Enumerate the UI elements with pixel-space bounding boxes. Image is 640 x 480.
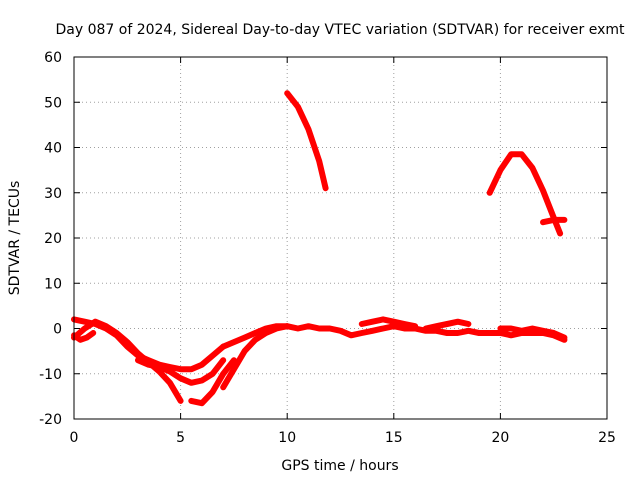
x-tick-label: 0 [70,430,79,446]
series-track-c [71,330,97,343]
y-tick-label: 60 [44,50,62,66]
y-axis-title: SDTVAR / TECUs [7,181,23,296]
y-tick-label: 50 [44,95,62,111]
x-axis-title: GPS time / hours [281,458,398,474]
y-tick-label: 0 [53,322,62,338]
plot-frame [73,56,608,420]
series-track-j [422,318,472,332]
series-track-m [486,151,564,237]
series-track-i [358,316,419,330]
x-tick-label: 15 [385,430,403,446]
y-tick-label: -20 [39,412,62,428]
series-track-g [220,323,291,350]
y-tick-label: 30 [44,186,62,202]
x-tick-label: 20 [491,430,509,446]
series-track-l [284,90,329,192]
series-track-k [497,325,568,341]
y-tick-label: 10 [44,276,62,292]
chart-title: Day 087 of 2024, Sidereal Day-to-day VTE… [56,22,626,38]
series-track-d [135,357,227,386]
x-tick-label: 5 [176,430,185,446]
x-tick-label: 10 [278,430,296,446]
y-tick-label: -10 [39,367,62,383]
series-track-e [188,357,237,407]
y-tick-label: 20 [44,231,62,247]
grid-lines [74,57,607,419]
tick-labels: 0 5 10 15 20 25 -20 -10 0 10 20 30 40 50 60 [39,50,616,446]
y-tick-label: 40 [44,141,62,157]
series-track-n [540,216,568,226]
x-tick-label: 25 [598,430,616,446]
data-series-group [71,90,568,407]
series-track-b [71,318,184,404]
